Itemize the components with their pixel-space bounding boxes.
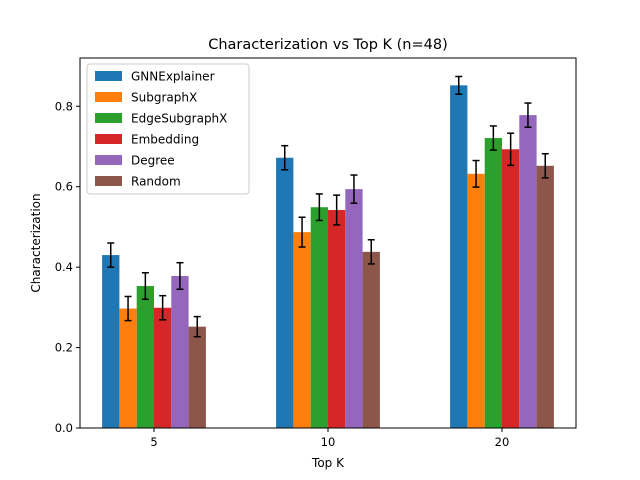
bar xyxy=(345,189,363,428)
x-tick-label: 10 xyxy=(321,435,336,449)
bars-layer xyxy=(102,85,554,429)
legend-swatch xyxy=(95,92,122,102)
y-axis: 0.0 0.2 0.4 0.6 0.8 xyxy=(55,99,80,435)
legend-item: Degree xyxy=(95,154,175,168)
y-tick-label: 0.6 xyxy=(55,180,73,194)
bar xyxy=(536,165,554,428)
y-axis-label: Characterization xyxy=(29,193,43,292)
legend-item: GNNExplainer xyxy=(95,70,215,84)
x-tick-label: 5 xyxy=(150,435,157,449)
legend-item: SubgraphX xyxy=(95,91,197,105)
legend: GNNExplainer SubgraphX EdgeSubgraphX Embedd… xyxy=(86,63,250,195)
plot-frame xyxy=(79,57,577,429)
legend-label: GNNExplainer xyxy=(131,70,215,84)
error-bar xyxy=(350,174,358,204)
bar xyxy=(519,115,537,429)
error-bar xyxy=(541,152,549,179)
legend-item: Embedding xyxy=(95,133,199,147)
y-tick-label: 0.2 xyxy=(55,341,73,355)
bar xyxy=(484,138,502,428)
bar xyxy=(136,286,154,428)
legend-label: Embedding xyxy=(131,133,199,147)
bar xyxy=(362,251,380,428)
error-bar xyxy=(507,132,515,167)
bar xyxy=(467,173,485,428)
error-bar xyxy=(455,75,463,95)
legend-swatch xyxy=(95,134,122,144)
error-bar xyxy=(298,216,306,248)
legend-swatch xyxy=(95,176,122,186)
error-bar xyxy=(124,295,132,322)
legend-box xyxy=(86,63,250,195)
bar xyxy=(293,232,311,428)
legend-label: SubgraphX xyxy=(131,91,197,105)
bar xyxy=(171,275,189,428)
legend-swatch xyxy=(95,113,122,123)
legend-label: Degree xyxy=(131,154,175,168)
chart-title: Characterization vs Top K (n=48) xyxy=(208,37,448,53)
legend-item: EdgeSubgraphX xyxy=(95,112,227,126)
error-bar xyxy=(472,159,480,188)
x-axis-label: Top K xyxy=(311,456,345,470)
error-bar xyxy=(333,194,341,226)
bar xyxy=(102,255,120,428)
bar xyxy=(502,149,520,429)
y-tick-label: 0.8 xyxy=(55,99,73,113)
error-bars-layer xyxy=(107,75,549,338)
bar xyxy=(310,207,328,428)
error-bar xyxy=(107,242,115,268)
bar xyxy=(188,326,206,428)
error-bar xyxy=(193,315,201,338)
legend-label: EdgeSubgraphX xyxy=(131,112,227,126)
error-bar xyxy=(159,294,167,321)
legend-swatch xyxy=(95,71,122,81)
error-bar xyxy=(489,125,497,151)
x-tick-label: 20 xyxy=(495,435,510,449)
error-bar xyxy=(367,239,375,265)
error-bar xyxy=(176,261,184,290)
y-tick-label: 0.0 xyxy=(55,421,73,435)
legend-swatch xyxy=(95,155,122,165)
error-bar xyxy=(315,193,323,222)
error-bar xyxy=(141,272,149,301)
bar xyxy=(328,210,346,428)
bar xyxy=(276,157,294,429)
x-axis: 5 10 20 xyxy=(150,428,509,449)
legend-item: Random xyxy=(95,175,181,189)
bar xyxy=(154,307,172,428)
bar xyxy=(119,308,137,428)
y-tick-label: 0.4 xyxy=(55,260,73,274)
error-bar xyxy=(281,144,289,171)
error-bar xyxy=(524,102,532,128)
bar xyxy=(450,85,468,428)
legend-label: Random xyxy=(131,175,181,189)
